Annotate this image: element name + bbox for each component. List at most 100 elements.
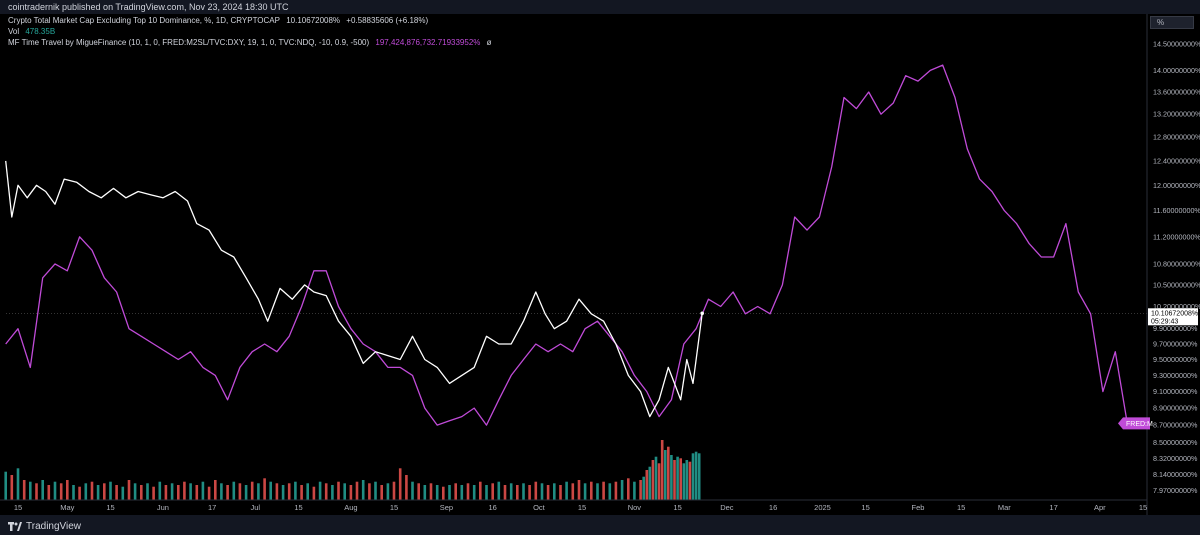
legend-indicator[interactable]: MF Time Travel by MigueFinance (10, 1, 0… [8, 38, 496, 47]
x-tick-label: Nov [628, 503, 642, 512]
volume-bar [651, 460, 655, 500]
tradingview-logo: TradingView [8, 521, 81, 532]
volume-bar [35, 483, 38, 500]
volume-bar [250, 481, 254, 500]
volume-bar [146, 483, 149, 500]
y-tick-label: 9.50000000% [1153, 355, 1198, 364]
volume-bar [78, 486, 81, 500]
volume-bar [133, 483, 137, 500]
tradingview-logo-text: TradingView [26, 521, 82, 532]
volume-bar [571, 483, 575, 500]
volume-bar [164, 485, 168, 500]
volume-bar [275, 483, 279, 500]
volume-bar [257, 483, 260, 500]
tradingview-logo-icon [8, 522, 22, 531]
volume-bar [195, 485, 199, 500]
x-tick-label: 15 [861, 503, 869, 512]
volume-bar [503, 485, 507, 500]
x-tick-label: 16 [489, 503, 497, 512]
y-tick-label: 11.60000000% [1153, 206, 1200, 215]
y-tick-label: 8.14000000% [1153, 470, 1198, 479]
volume-bar [300, 485, 303, 500]
volume-bar [627, 478, 630, 500]
volume-bar [602, 481, 605, 500]
volume-bar [103, 483, 106, 500]
x-tick-label: Apr [1094, 503, 1106, 512]
x-tick-label: Feb [912, 503, 925, 512]
percent-scale-button[interactable]: % [1150, 16, 1194, 29]
volume-bar [676, 456, 679, 500]
y-tick-label: 14.00000000% [1153, 66, 1200, 75]
volume-bar [90, 481, 94, 500]
countdown-tag: 05:29:43 [1151, 318, 1178, 325]
volume-bar [423, 485, 427, 500]
volume-bar [466, 483, 470, 500]
y-tick-label: 13.20000000% [1153, 110, 1200, 119]
volume-bar [559, 485, 562, 500]
volume-bar [374, 481, 377, 500]
y-tick-label: 13.60000000% [1153, 88, 1200, 97]
x-tick-label: 17 [208, 503, 216, 512]
x-tick-label: Aug [344, 503, 357, 512]
volume-bar [127, 480, 131, 500]
volume-bar [244, 485, 248, 500]
y-axis[interactable]: 14.50000000% 14.00000000% 13.60000000% 13.2… [1153, 40, 1200, 495]
legend-indicator-extra: ø [486, 38, 492, 47]
x-tick-label: 15 [673, 503, 681, 512]
volume-bar [694, 451, 698, 500]
volume-bar [29, 481, 32, 500]
legend-volume-value: 478.35B [25, 27, 56, 36]
volume-bar [201, 481, 205, 500]
volume-bar [294, 481, 297, 500]
volume-bar [479, 481, 482, 500]
volume-bar [620, 480, 624, 500]
volume-bar [355, 481, 359, 500]
legend-change: +0.58835606 (+6.18%) [346, 16, 429, 25]
volume-bar [633, 481, 636, 500]
volume-bar [660, 440, 664, 500]
chart-background [0, 14, 1200, 515]
volume-bar [214, 480, 217, 500]
indicator-series-line [5, 64, 1137, 426]
legend-main-series[interactable]: Crypto Total Market Cap Excluding Top 10… [8, 16, 432, 25]
volume-bar [516, 485, 519, 500]
price-tags: 10.10672008%05:29:43 FRED:M [1118, 308, 1198, 430]
y-tick-label: 9.10000000% [1153, 387, 1198, 396]
volume-bar [220, 483, 223, 500]
volume-bar [96, 485, 100, 500]
publisher-bar: cointradernik published on TradingView.c… [0, 0, 1200, 14]
volume-bar [207, 486, 211, 500]
x-tick-label: Mar [998, 503, 1011, 512]
volume-bar [72, 485, 75, 500]
x-tick-label: 15 [578, 503, 586, 512]
volume-bar [405, 475, 408, 500]
volume-bar [66, 480, 69, 500]
legend-volume[interactable]: Vol 478.35B [8, 27, 59, 36]
current-price-tag-value: 10.10672008% [1151, 310, 1198, 317]
volume-bar [189, 483, 192, 500]
volume-bar [177, 485, 180, 500]
y-tick-label: 9.30000000% [1153, 371, 1198, 380]
y-tick-label: 14.50000000% [1153, 40, 1200, 49]
volume-bar [509, 483, 513, 500]
x-tick-label: Jul [251, 503, 261, 512]
volume-bar [238, 483, 242, 500]
y-tick-label: 11.20000000% [1153, 232, 1200, 241]
volume-bar [337, 481, 340, 500]
volume-bar [392, 481, 396, 500]
volume-bar [657, 463, 661, 500]
series-lines [5, 64, 1147, 426]
volume-bar [263, 478, 266, 500]
volume-bar [522, 483, 525, 500]
volume-bar [691, 453, 695, 500]
volume-bar [380, 485, 383, 500]
volume-bar [639, 480, 642, 500]
x-axis[interactable]: 15 May 15 Jun 17 Jul 15 Aug 15 Sep 16 Oct 15 Nov 15 Dec… [14, 503, 1147, 512]
volume-bar [442, 486, 445, 500]
volume-bar [287, 483, 291, 500]
volume-bar [269, 481, 272, 500]
volume-bar [583, 483, 587, 500]
volume-bar [226, 485, 229, 500]
y-tick-label: 8.32000000% [1153, 454, 1198, 463]
